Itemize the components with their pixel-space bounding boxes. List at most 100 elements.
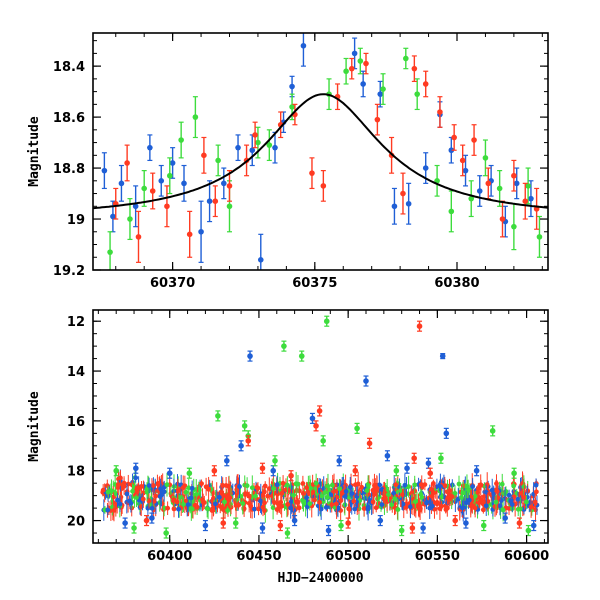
data-point-blue [181, 164, 187, 202]
top-axis-ticks: 60370 60375 60380 18.4 18.6 18.8 19 19.2 [53, 33, 548, 291]
baseline-point [284, 476, 290, 495]
data-point-green [338, 519, 344, 532]
data-point-green [393, 465, 400, 477]
data-point-red [220, 517, 227, 529]
data-point-blue [249, 134, 256, 167]
baseline-point [522, 485, 527, 510]
data-point-blue [259, 522, 266, 534]
data-point-blue [309, 412, 316, 424]
baseline-point [351, 495, 357, 508]
x-tick-label: 60380 [434, 276, 479, 291]
baseline-point [528, 496, 534, 518]
data-point-green [232, 517, 239, 529]
baseline-point [499, 473, 505, 495]
data-point-green [525, 524, 532, 537]
baseline-point [307, 496, 313, 511]
baseline-point [418, 488, 424, 500]
y-tick-label: 19 [67, 213, 85, 228]
data-point-red [411, 452, 417, 464]
data-point-red [186, 210, 193, 258]
baseline-point [118, 470, 123, 486]
data-point-red [427, 467, 434, 479]
data-point-green [320, 435, 326, 447]
baseline-point [389, 499, 395, 510]
data-point-green [468, 180, 475, 218]
baseline-point [146, 477, 152, 494]
baseline-point [128, 494, 134, 513]
baseline-point [483, 495, 489, 517]
baseline-point [261, 486, 267, 497]
baseline-point [347, 476, 353, 498]
baseline-point [437, 497, 443, 520]
data-point-green [127, 198, 133, 241]
data-point-blue [420, 522, 426, 534]
baseline-point [296, 502, 302, 513]
top-y-axis-label: Magnitude [27, 116, 42, 187]
data-point-green [489, 425, 496, 437]
baseline-point [121, 478, 127, 495]
data-point-blue [291, 514, 298, 527]
data-point-red [533, 187, 540, 230]
baseline-point [225, 506, 231, 515]
data-point-green [266, 129, 273, 162]
data-point-red [313, 420, 319, 432]
baseline-point [200, 493, 206, 511]
data-point-red [309, 157, 315, 190]
baseline-point [493, 494, 499, 510]
y-tick-label: 18 [67, 465, 85, 480]
baseline-point [416, 498, 422, 518]
baseline-point [343, 485, 349, 498]
baseline-point [521, 475, 527, 499]
baseline-point [285, 494, 291, 515]
baseline-point [408, 495, 413, 519]
baseline-point [494, 480, 500, 503]
bottom-data-points [100, 315, 540, 539]
baseline-point [472, 490, 478, 502]
top-plot-frame [92, 32, 549, 271]
baseline-point [434, 493, 440, 515]
data-point-green [107, 231, 113, 270]
data-point-blue [300, 33, 307, 67]
baseline-point [376, 473, 382, 497]
data-point-green [215, 144, 221, 177]
baseline-point [249, 475, 255, 501]
baseline-point [470, 478, 476, 495]
data-point-blue [404, 462, 410, 474]
baseline-point [319, 491, 325, 501]
data-point-blue [198, 200, 204, 263]
bottom-panel: 60400 60450 60500 60550 60600 12 14 16 18 20 Magn… [27, 309, 549, 586]
baseline-point [240, 492, 246, 515]
data-point-green [166, 157, 173, 195]
baseline-point [279, 485, 285, 501]
baseline-point [459, 487, 464, 508]
baseline-point [291, 486, 296, 505]
data-point-blue [384, 450, 391, 462]
data-point-blue [463, 517, 469, 529]
data-point-red [212, 185, 219, 218]
data-point-red [292, 103, 298, 126]
baseline-point [333, 493, 339, 515]
data-point-red [149, 172, 156, 210]
data-point-red [437, 96, 443, 128]
data-point-blue [476, 175, 483, 207]
y-tick-label: 14 [67, 365, 85, 380]
baseline-point [185, 496, 191, 513]
data-point-blue [377, 514, 384, 527]
data-point-blue [443, 427, 450, 439]
data-point-green [525, 167, 531, 205]
baseline-point [206, 476, 212, 502]
data-point-blue [166, 467, 173, 479]
bottom-y-axis-label: Magnitude [27, 391, 42, 462]
baseline-point [252, 500, 257, 518]
data-point-red [143, 514, 150, 527]
data-point-blue [360, 70, 366, 98]
baseline-point [146, 493, 152, 509]
data-point-red [259, 462, 266, 474]
data-point-green [192, 96, 199, 139]
data-point-blue [325, 524, 332, 537]
data-point-green [186, 467, 193, 479]
baseline-point [364, 482, 370, 499]
data-point-green [380, 73, 386, 105]
baseline-point [406, 475, 411, 498]
y-tick-label: 20 [67, 515, 85, 530]
